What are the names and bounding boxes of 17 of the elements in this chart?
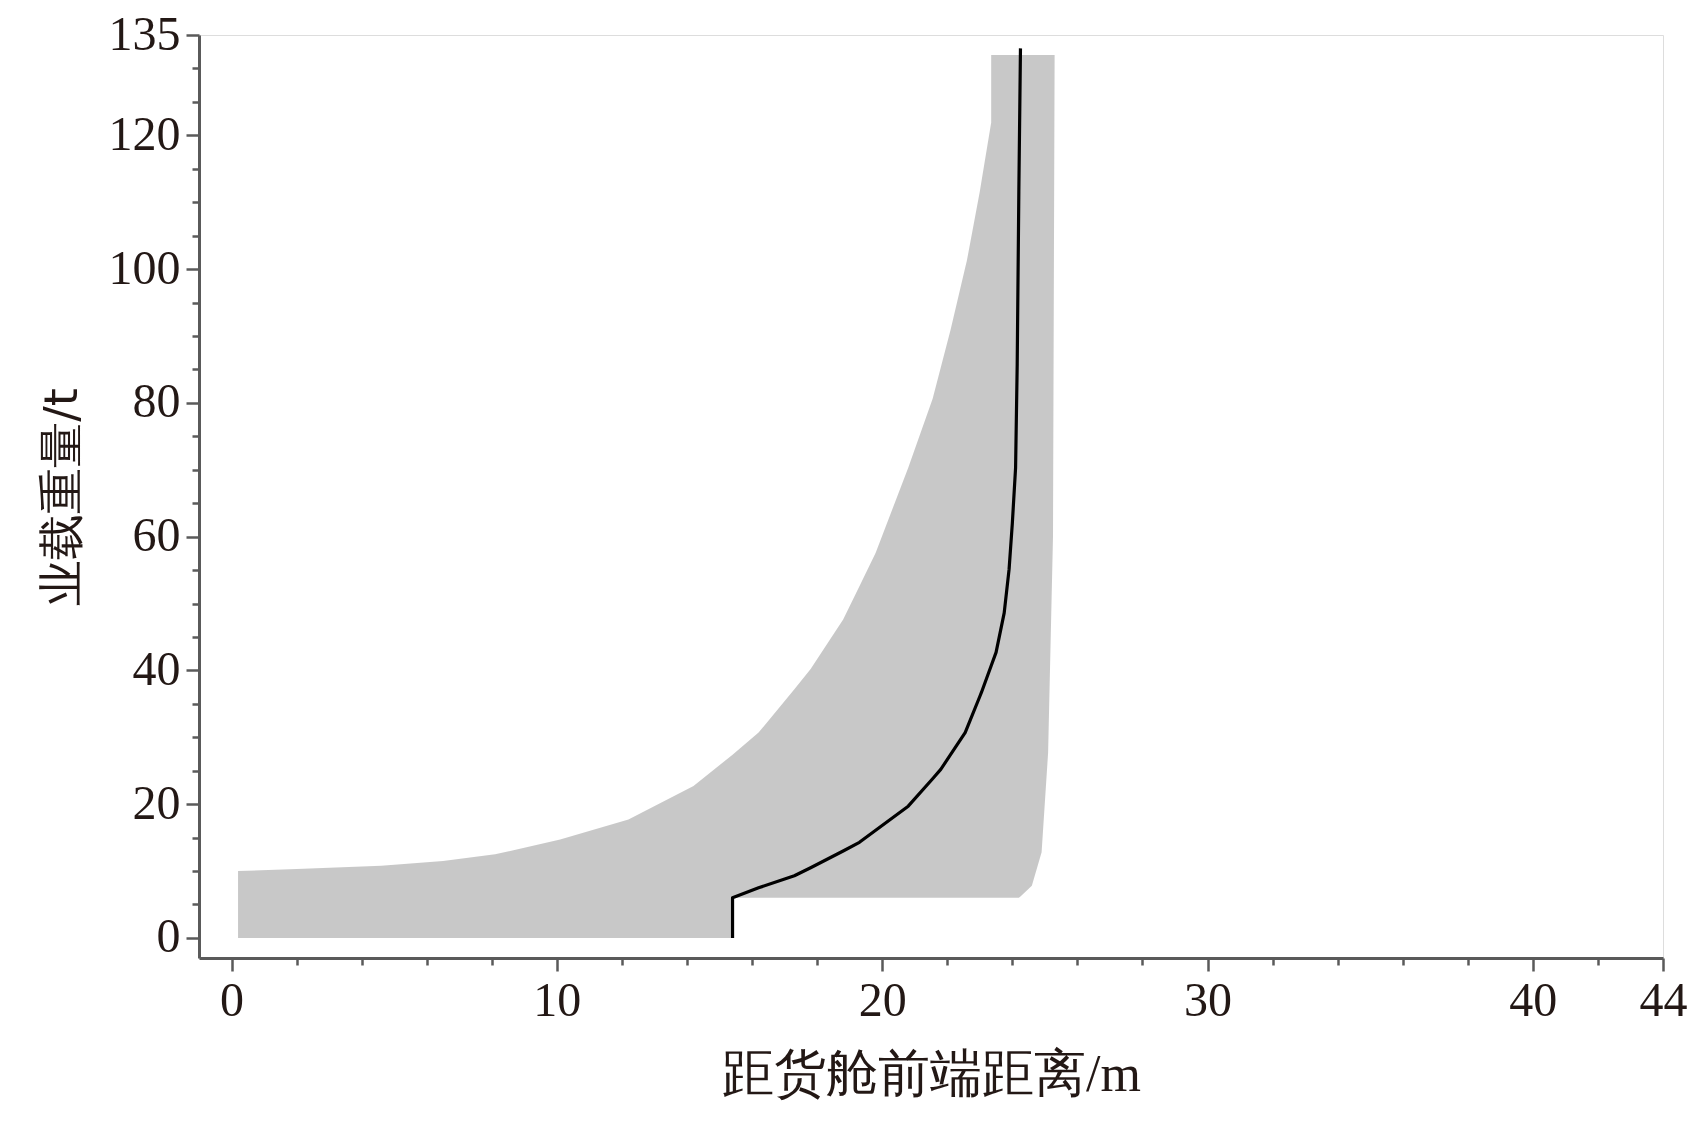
- x-tick-label: 0: [220, 972, 245, 1026]
- x-tick-label: 20: [858, 972, 907, 1026]
- x-tick-label: 40: [1509, 972, 1558, 1026]
- y-tick-label: 40: [132, 641, 181, 695]
- y-tick-label: 20: [132, 775, 181, 829]
- line-series: [730, 46, 1023, 940]
- y-tick-label: 80: [132, 374, 181, 428]
- y-tick-label: 100: [108, 240, 181, 294]
- x-tick-label: 44: [1639, 972, 1688, 1026]
- y-axis-title: 业载重量/t: [33, 388, 88, 606]
- x-axis-title: 距货舱前端距离/m: [722, 1044, 1141, 1102]
- x-tick-label: 30: [1184, 972, 1233, 1026]
- y-tick-label: 135: [108, 6, 181, 60]
- y-tick-label: 60: [132, 508, 181, 562]
- y-tick-label: 0: [156, 909, 181, 963]
- x-tick-label: 10: [533, 972, 582, 1026]
- y-tick-label: 120: [108, 106, 181, 160]
